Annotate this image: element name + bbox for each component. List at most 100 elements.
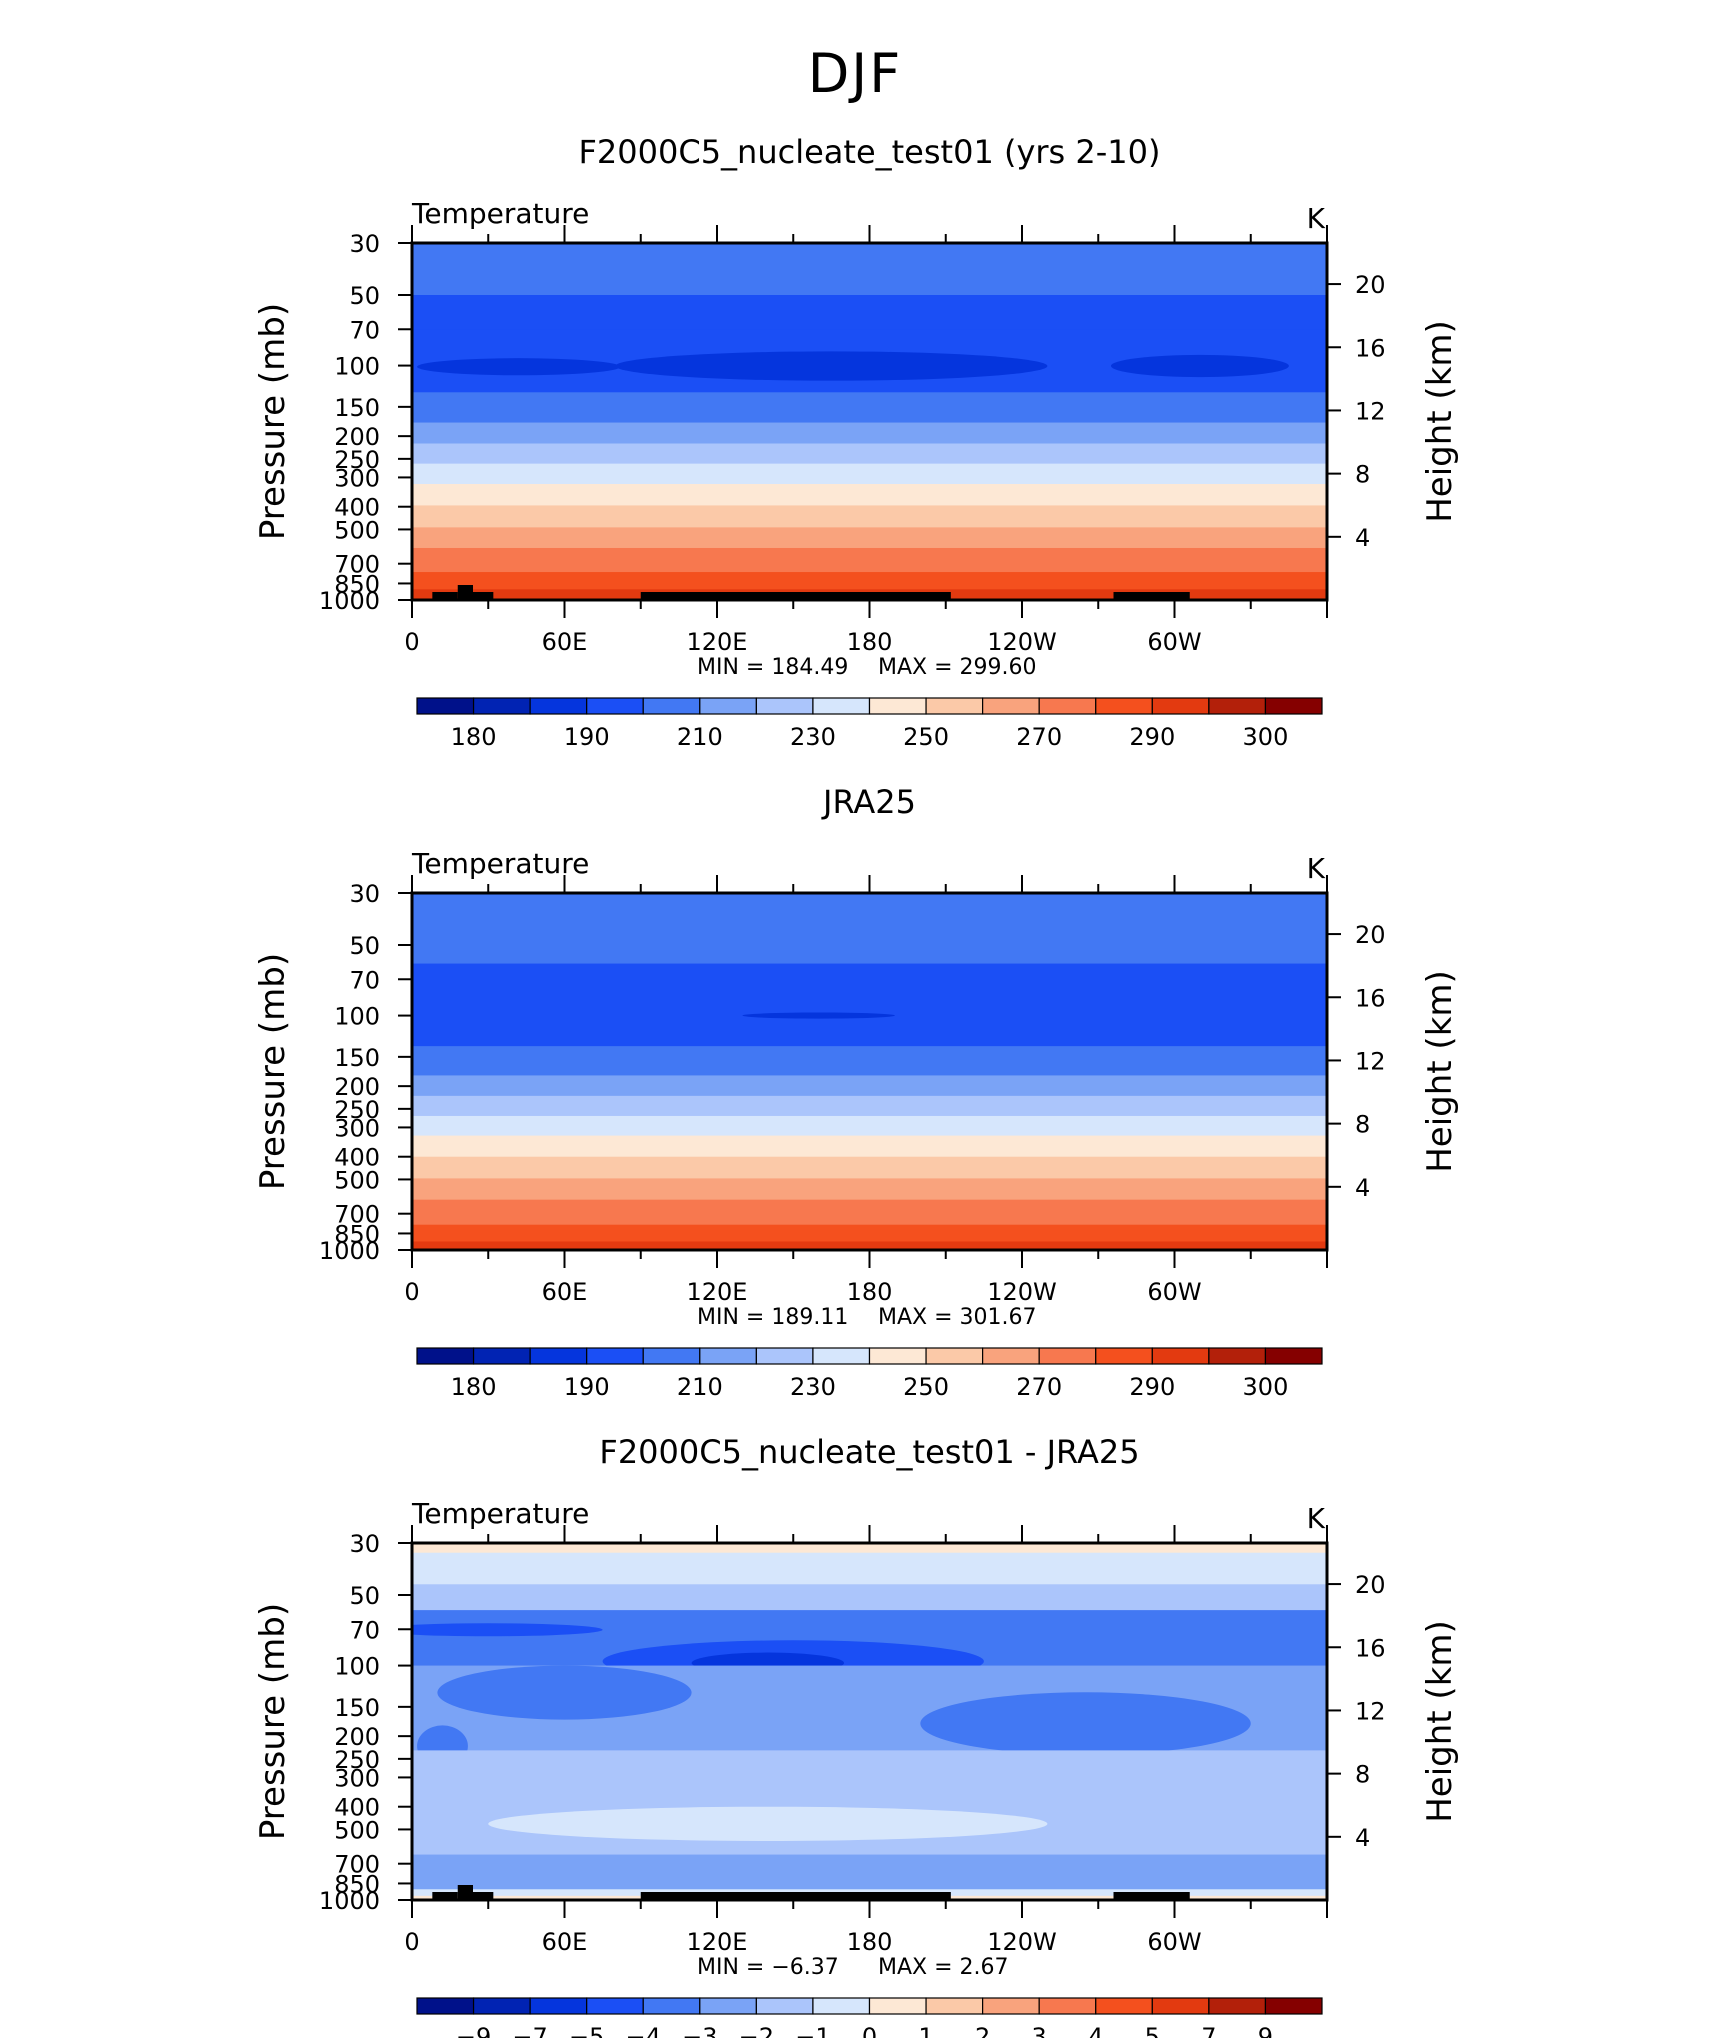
colorbar-box [699,697,757,715]
colorbar-label: 230 [790,723,836,751]
y-tick-label: 500 [334,1166,380,1194]
contour-band [412,422,1327,445]
colorbar-label: −4 [626,2023,661,2038]
contour-band [412,572,1327,590]
colorbar-box [1095,1347,1153,1365]
colorbar-box [1151,697,1210,715]
y-tick-label: 50 [349,932,380,960]
colorbar-label: 3 [1032,2023,1047,2038]
y-tick-label: 400 [334,1144,380,1172]
y-axis-title-right: Height (km) [1420,970,1460,1173]
topography-mask [457,585,473,600]
colorbar-label: 300 [1243,1373,1289,1401]
contour-field [412,1543,1327,1900]
y-tick-label: 150 [334,1694,380,1722]
colorbar-label: 230 [790,1373,836,1401]
y-axis-title: Pressure (mb) [253,1603,293,1840]
right-tick-label: 16 [1355,1634,1386,1662]
y-tick-label: 70 [349,1616,380,1644]
y-tick-label: 200 [334,1723,380,1751]
y-tick-label: 700 [334,1851,380,1879]
y-axis-title-right: Height (km) [1420,320,1460,523]
colorbar-label: 210 [677,723,723,751]
contour-cell [437,1665,692,1720]
colorbar-label: 5 [1145,2023,1160,2038]
contour-cell [615,351,1048,381]
colorbar-box [586,1997,644,2015]
topography-mask [432,592,458,600]
colorbar-box [1208,1997,1267,2015]
y-tick-label: 400 [334,494,380,522]
colorbar-label: −7 [512,2023,547,2038]
colorbar-box [868,697,927,715]
right-tick-label: 20 [1355,1571,1386,1599]
y-tick-label: 850 [334,1220,380,1248]
colorbar-label: 0 [862,2023,877,2038]
contour-field [412,893,1327,1250]
y-tick-label: 1000 [319,1887,380,1915]
contour-band [412,1075,1327,1097]
max-label: MAX = 299.60 [878,655,1037,680]
max-label: MAX = 2.67 [878,1955,1009,1980]
colorbar-box [416,1997,475,2015]
variable-label: Temperature [411,1497,589,1530]
colorbar-box [1208,697,1267,715]
colorbar-box [1038,1997,1097,2015]
contour-band [412,1156,1327,1180]
y-tick-label: 150 [334,394,380,422]
x-tick-label: 0 [404,1278,419,1306]
y-axis-title: Pressure (mb) [253,953,293,1190]
right-tick-label: 12 [1355,1047,1386,1075]
contour-band [412,243,1327,296]
panel-3: F2000C5_nucleate_test01 - JRA25 Temperatu… [253,1433,1460,2038]
contour-band [412,1046,1327,1077]
contour-cell [1110,354,1289,378]
x-tick-label: 120E [687,628,748,656]
right-tick-label: 8 [1355,1111,1370,1139]
colorbar-box [925,1997,984,2015]
contour-cell [920,1692,1251,1755]
x-tick-label: 180 [847,1928,893,1956]
y-tick-label: 250 [334,1096,380,1124]
x-tick-label: 60W [1147,1928,1201,1956]
colorbar-box [1264,697,1323,715]
contour-band [412,463,1327,485]
y-tick-label: 70 [349,966,380,994]
colorbar-box [925,1347,984,1365]
contour-band [412,295,1327,330]
y-tick-label: 30 [349,1530,380,1558]
variable-label: Temperature [411,197,589,230]
right-tick-label: 20 [1355,271,1386,299]
contour-cell [412,1623,603,1637]
units-label: K [1307,202,1326,235]
colorbar-box [529,1347,588,1365]
right-tick-label: 16 [1355,334,1386,362]
min-label: MIN = −6.37 [697,1955,839,1980]
topography-mask [640,1892,951,1900]
contour-band [412,1584,1327,1611]
y-tick-label: 500 [334,1816,380,1844]
contour-band [412,547,1327,573]
colorbar-box [586,697,644,715]
y-tick-label: 50 [349,282,380,310]
colorbar-label: 290 [1129,1373,1175,1401]
x-tick-label: 60E [542,1928,588,1956]
units-label: K [1307,852,1326,885]
contour-band [412,443,1327,465]
contour-band [412,1552,1327,1585]
min-label: MIN = 184.49 [697,655,848,680]
contour-band [412,1543,1327,1554]
x-tick-label: 60W [1147,1278,1201,1306]
max-label: MAX = 301.67 [878,1305,1037,1330]
right-tick-label: 4 [1355,1824,1370,1852]
colorbar-box [1151,1347,1210,1365]
colorbar-box [699,1997,757,2015]
units-label: K [1307,1502,1326,1535]
colorbar-label: 4 [1088,2023,1103,2038]
x-tick-label: 120W [987,1928,1057,1956]
colorbar-label: 210 [677,1373,723,1401]
right-tick-label: 16 [1355,984,1386,1012]
colorbar-box [812,1347,871,1365]
colorbar-box [755,697,814,715]
